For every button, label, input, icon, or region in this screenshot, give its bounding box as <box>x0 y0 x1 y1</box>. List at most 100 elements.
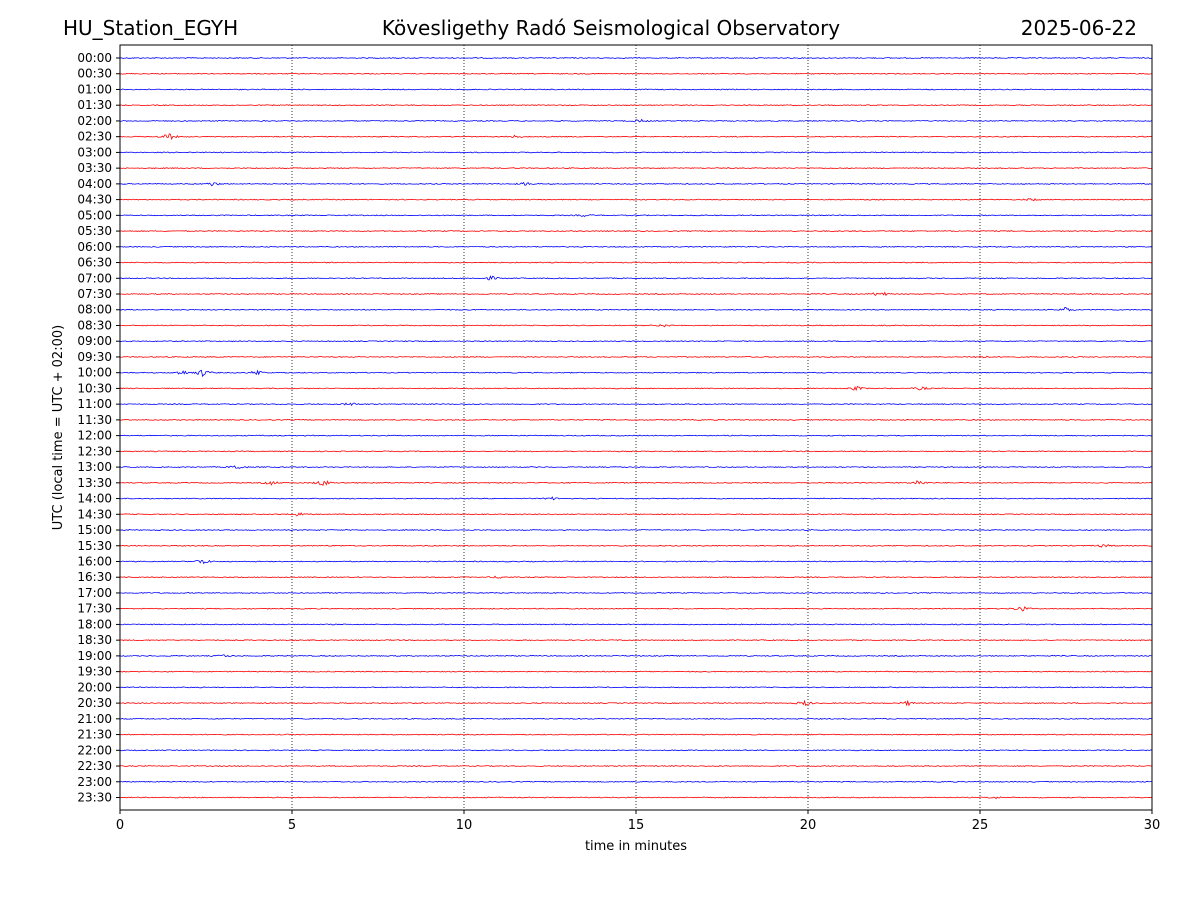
x-tick-label: 15 <box>628 818 645 833</box>
trace-1830 <box>119 639 1153 642</box>
trace-1930 <box>119 670 1153 673</box>
trace-0230 <box>119 133 1153 141</box>
trace-1530 <box>119 544 1153 548</box>
y-tick-label: 07:00 <box>77 271 112 285</box>
y-tick-label: 04:00 <box>77 177 112 191</box>
trace-2100 <box>119 717 1153 720</box>
trace-2000 <box>119 686 1153 689</box>
y-tick-label: 10:00 <box>77 366 112 380</box>
trace-2230 <box>119 765 1153 767</box>
trace-1630 <box>119 575 1153 579</box>
trace-0130 <box>119 104 1153 107</box>
y-tick-label: 07:30 <box>77 287 112 301</box>
trace-0600 <box>119 245 1153 248</box>
y-tick-label: 11:30 <box>77 413 112 427</box>
y-tick-label: 08:30 <box>77 318 112 332</box>
y-tick-label: 17:30 <box>77 602 112 616</box>
y-tick-label: 21:00 <box>77 712 112 726</box>
y-tick-label: 16:00 <box>77 554 112 568</box>
trace-2200 <box>119 749 1153 752</box>
y-tick-label: 08:00 <box>77 303 112 317</box>
trace-2130 <box>119 733 1153 736</box>
y-tick-label: 04:30 <box>77 193 112 207</box>
trace-1730 <box>119 606 1153 612</box>
y-tick-label: 00:30 <box>77 67 112 81</box>
y-tick-label: 09:00 <box>77 334 112 348</box>
y-tick-label: 10:30 <box>77 381 112 395</box>
trace-0800 <box>119 307 1153 312</box>
trace-0200 <box>119 118 1153 123</box>
trace-1030 <box>119 385 1153 392</box>
trace-2330 <box>119 796 1153 800</box>
y-tick-label: 18:00 <box>77 617 112 631</box>
y-tick-label: 06:30 <box>77 256 112 270</box>
trace-0530 <box>119 230 1153 233</box>
trace-1200 <box>119 434 1153 437</box>
y-tick-label: 21:30 <box>77 728 112 742</box>
trace-0300 <box>119 151 1153 154</box>
y-tick-label: 23:00 <box>77 775 112 789</box>
station-name: HU_Station_EGYH <box>63 16 239 40</box>
trace-0900 <box>119 340 1153 343</box>
trace-0400 <box>119 181 1153 187</box>
x-tick-label: 0 <box>116 818 124 833</box>
y-axis-label: UTC (local time = UTC + 02:00) <box>51 325 66 530</box>
y-tick-label: 23:30 <box>77 791 112 805</box>
trace-2300 <box>119 780 1153 783</box>
y-tick-label: 12:00 <box>77 429 112 443</box>
trace-1600 <box>119 559 1153 565</box>
x-tick-label: 5 <box>288 818 296 833</box>
trace-0030 <box>119 72 1153 75</box>
y-tick-label: 02:00 <box>77 114 112 128</box>
trace-1430 <box>119 512 1153 517</box>
y-tick-label: 22:30 <box>77 759 112 773</box>
trace-0500 <box>119 214 1153 218</box>
trace-1900 <box>119 654 1153 657</box>
plot-date: 2025-06-22 <box>1020 16 1137 40</box>
y-tick-label: 00:00 <box>77 51 112 65</box>
y-tick-label: 05:00 <box>77 208 112 222</box>
y-tick-label: 19:30 <box>77 665 112 679</box>
trace-0430 <box>119 197 1153 202</box>
trace-0100 <box>119 88 1153 91</box>
y-tick-label: 14:00 <box>77 492 112 506</box>
y-tick-label: 15:00 <box>77 523 112 537</box>
trace-1130 <box>119 418 1153 421</box>
y-tick-label: 11:00 <box>77 397 112 411</box>
trace-0630 <box>119 261 1153 264</box>
trace-1000 <box>119 369 1153 378</box>
y-tick-label: 12:30 <box>77 444 112 458</box>
y-tick-label: 09:30 <box>77 350 112 364</box>
y-tick-label: 06:00 <box>77 240 112 254</box>
y-tick-label: 14:30 <box>77 507 112 521</box>
x-tick-label: 30 <box>1144 818 1161 833</box>
y-tick-label: 03:30 <box>77 161 112 175</box>
trace-1800 <box>119 623 1153 626</box>
trace-1100 <box>119 402 1153 407</box>
y-tick-label: 16:30 <box>77 570 112 584</box>
trace-1400 <box>119 496 1153 501</box>
trace-0000 <box>119 57 1153 59</box>
y-tick-label: 22:00 <box>77 743 112 757</box>
trace-0700 <box>119 275 1153 281</box>
trace-1300 <box>119 465 1153 469</box>
trace-1230 <box>119 450 1153 453</box>
x-tick-label: 20 <box>800 818 817 833</box>
y-tick-label: 17:00 <box>77 586 112 600</box>
y-tick-label: 20:00 <box>77 680 112 694</box>
y-tick-label: 01:00 <box>77 82 112 96</box>
x-tick-label: 25 <box>972 818 989 833</box>
y-tick-label: 13:30 <box>77 476 112 490</box>
trace-1330 <box>119 480 1153 486</box>
y-tick-label: 19:00 <box>77 649 112 663</box>
trace-1700 <box>119 592 1153 594</box>
y-tick-label: 15:30 <box>77 539 112 553</box>
y-tick-label: 05:30 <box>77 224 112 238</box>
trace-1500 <box>119 529 1153 531</box>
y-tick-label: 20:30 <box>77 696 112 710</box>
y-tick-label: 02:30 <box>77 130 112 144</box>
trace-2030 <box>119 699 1153 707</box>
y-tick-label: 13:00 <box>77 460 112 474</box>
observatory-title: Kövesligethy Radó Seismological Observat… <box>381 16 841 40</box>
